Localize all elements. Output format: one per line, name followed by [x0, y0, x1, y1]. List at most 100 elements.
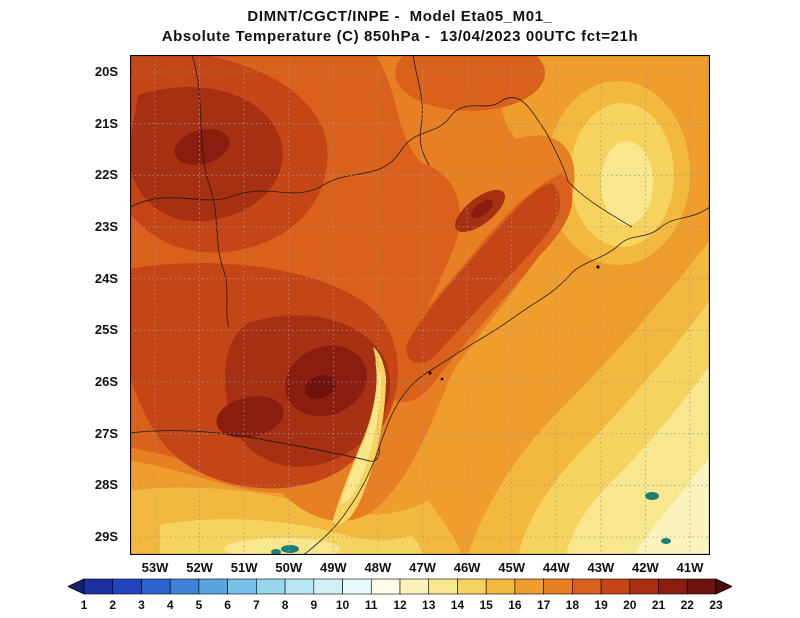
- temperature-map: [110, 35, 715, 560]
- lat-tick-label: 29S: [94, 529, 118, 544]
- colorbar-segment: [313, 578, 343, 595]
- colorbar-segment: [169, 578, 200, 595]
- colorbar-tick-label: 18: [565, 598, 580, 612]
- map-frame: [129, 54, 711, 556]
- lat-tick-label: 26S: [94, 374, 118, 389]
- temp-region-21: [216, 396, 284, 438]
- cool-speck: [645, 492, 659, 500]
- colorbar-tick-label: 9: [310, 598, 318, 612]
- colorbar-segment: [543, 578, 573, 595]
- temp-region-13: [601, 141, 653, 225]
- lon-tick-label: 45W: [498, 560, 526, 575]
- colorbar-tick-label: 8: [281, 598, 289, 612]
- colorbar-segment: [227, 578, 257, 595]
- cool-speck: [661, 538, 671, 544]
- lat-tick-label: 25S: [94, 322, 118, 338]
- colorbar-segment: [112, 578, 142, 595]
- island-dot: [440, 377, 444, 381]
- state-boundary: [191, 54, 230, 328]
- colorbar-segment: [256, 578, 286, 595]
- lon-tick-label: 42W: [632, 560, 659, 575]
- colorbar-tick-label: 21: [651, 598, 666, 612]
- temp-region-19-band: [406, 183, 561, 364]
- lon-tick-label: 47W: [409, 560, 436, 575]
- cool-speck: [281, 545, 299, 553]
- state-boundary: [412, 54, 430, 166]
- colorbar-segment: [399, 578, 430, 595]
- temp-region-14: [160, 519, 423, 555]
- colorbar-arrow: [68, 578, 85, 595]
- colorbar-tick-label: 6: [224, 598, 231, 612]
- colorbar-tick-label: 5: [195, 598, 203, 612]
- colorbar-segment: [141, 578, 171, 595]
- cool-speck: [271, 549, 281, 555]
- temp-region-21: [174, 129, 230, 165]
- latitude-axis: 20S 21S 22S 23S 24S 25S 26S 27S 28S 29S: [0, 55, 124, 555]
- colorbar-tick-label: 20: [623, 598, 637, 612]
- colorbar-tick-label: 10: [335, 598, 350, 612]
- colorbar-segment: [629, 578, 659, 595]
- colorbar-tick-label: 1: [80, 598, 88, 612]
- colorbar-segment: [658, 578, 688, 595]
- colorbar-segment: [485, 578, 516, 595]
- colorbar-segment: [342, 578, 372, 595]
- lon-tick-label: 53W: [141, 560, 169, 575]
- lat-tick-label: 22S: [94, 167, 118, 183]
- temp-region-12: [635, 457, 710, 555]
- map-canvas: [110, 35, 715, 560]
- colorbar-segment: [686, 578, 717, 595]
- colorbar-tick-label: 13: [422, 598, 436, 612]
- temp-region-21-spot: [471, 199, 493, 219]
- colorbar-tick-label: 15: [479, 598, 493, 612]
- colorbar-arrow: [715, 578, 732, 595]
- colorbar-segment: [457, 578, 487, 595]
- colorbar-segment: [284, 578, 315, 595]
- colorbar-segment: [572, 578, 602, 595]
- colorbar-labels: 1 2 3 4 5 6 7 8 9 10 11 12 13 14 15 16 17 18 19 20 21 22 23: [68, 598, 732, 613]
- lon-tick-label: 44W: [542, 560, 570, 575]
- lon-tick-label: 51W: [230, 560, 258, 575]
- colorbar-tick-label: 4: [166, 598, 174, 612]
- colorbar-tick-label: 7: [253, 598, 260, 612]
- colorbar-tick-label: 11: [364, 598, 378, 612]
- lon-tick-label: 46W: [453, 560, 481, 575]
- colorbar-tick-label: 14: [450, 598, 465, 612]
- lat-tick-label: 28S: [94, 477, 118, 493]
- temp-region-13-coastal: [341, 360, 381, 503]
- temp-region-22: [304, 375, 336, 399]
- colorbar-segment: [83, 578, 114, 595]
- colorbar-tick-label: 23: [709, 598, 723, 612]
- colorbar-tick-label: 17: [536, 598, 551, 612]
- colorbar-segment: [370, 578, 401, 595]
- lon-tick-label: 49W: [319, 560, 347, 575]
- colorbar-segment: [428, 578, 458, 595]
- state-boundary: [129, 96, 633, 228]
- lat-tick-label: 27S: [94, 425, 118, 441]
- colorbar-segment: [600, 578, 631, 595]
- colorbar-segment: [198, 578, 228, 595]
- lat-tick-label: 24S: [94, 270, 118, 286]
- island-dot: [596, 265, 600, 269]
- temp-region-14-coastal: [332, 347, 386, 525]
- lat-tick-label: 23S: [94, 219, 118, 234]
- colorbar-tick-label: 16: [508, 598, 522, 612]
- colorbar: [68, 578, 732, 595]
- colorbar-tick-label: 19: [594, 598, 608, 612]
- lon-tick-label: 41W: [676, 560, 704, 575]
- colorbar-tick-label: 12: [393, 598, 407, 612]
- coastline: [301, 206, 711, 556]
- lon-tick-label: 48W: [364, 560, 392, 575]
- chart-title-line2: Absolute Temperature (C) 850hPa - 13/04/…: [161, 28, 639, 45]
- state-boundary: [129, 430, 380, 462]
- lat-tick-label: 20S: [94, 64, 118, 79]
- colorbar-tick-label: 22: [680, 598, 694, 612]
- lon-tick-label: 52W: [186, 560, 213, 575]
- lon-tick-label: 50W: [275, 560, 303, 575]
- colorbar-tick-label: 2: [109, 598, 117, 612]
- colorbar-segment: [514, 578, 544, 595]
- chart-title-line1: DIMNT/CGCT/INPE - Model Eta05_M01_: [247, 8, 553, 25]
- lon-tick-label: 43W: [587, 560, 615, 575]
- lat-tick-label: 21S: [94, 115, 118, 131]
- island-dot: [428, 371, 432, 375]
